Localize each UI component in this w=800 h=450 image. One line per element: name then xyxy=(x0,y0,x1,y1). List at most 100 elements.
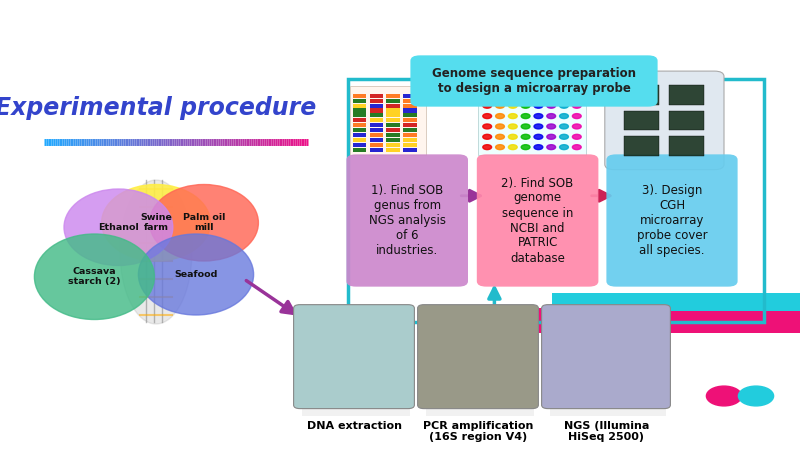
Bar xyxy=(370,143,383,147)
Bar xyxy=(624,85,659,105)
FancyBboxPatch shape xyxy=(346,154,468,287)
Ellipse shape xyxy=(138,234,254,315)
Circle shape xyxy=(573,113,581,119)
Bar xyxy=(403,118,417,122)
Bar xyxy=(370,138,383,142)
Bar xyxy=(370,108,383,112)
Bar xyxy=(386,148,400,152)
Circle shape xyxy=(560,93,568,98)
Bar xyxy=(370,148,383,152)
Circle shape xyxy=(573,124,581,129)
Bar xyxy=(353,138,366,142)
Circle shape xyxy=(534,103,543,108)
Bar xyxy=(403,123,417,127)
Bar xyxy=(353,123,366,127)
Bar xyxy=(370,94,383,98)
Circle shape xyxy=(706,386,742,406)
Circle shape xyxy=(483,144,491,149)
Bar xyxy=(370,104,383,108)
FancyBboxPatch shape xyxy=(410,55,658,107)
Bar xyxy=(353,133,366,137)
Bar xyxy=(386,108,400,112)
Circle shape xyxy=(560,134,568,140)
Text: 2). Find SOB
genome
sequence in
NCBI and
PATRIC
database: 2). Find SOB genome sequence in NCBI and… xyxy=(502,176,574,265)
Text: Genome sequence preparation
to design a microarray probe: Genome sequence preparation to design a … xyxy=(432,67,636,95)
Bar xyxy=(370,113,383,117)
Ellipse shape xyxy=(102,184,210,261)
Bar xyxy=(353,104,366,108)
Bar xyxy=(353,99,366,103)
Bar xyxy=(370,123,383,127)
Bar xyxy=(386,123,400,127)
Circle shape xyxy=(509,134,517,140)
Circle shape xyxy=(509,93,517,98)
Circle shape xyxy=(738,386,774,406)
Text: 3). Design
CGH
microarray
probe cover
all species.: 3). Design CGH microarray probe cover al… xyxy=(637,184,707,257)
Circle shape xyxy=(547,144,555,149)
FancyBboxPatch shape xyxy=(542,305,670,409)
Circle shape xyxy=(509,144,517,149)
Bar xyxy=(669,111,704,130)
Circle shape xyxy=(496,144,504,149)
Bar xyxy=(386,118,400,122)
Circle shape xyxy=(573,93,581,98)
Circle shape xyxy=(547,93,555,98)
Circle shape xyxy=(522,113,530,119)
FancyBboxPatch shape xyxy=(302,407,410,416)
Circle shape xyxy=(496,103,504,108)
Circle shape xyxy=(547,134,555,140)
Circle shape xyxy=(560,124,568,129)
Bar xyxy=(353,94,366,98)
Bar xyxy=(353,113,366,117)
Circle shape xyxy=(496,93,504,98)
Bar xyxy=(403,104,417,108)
Bar xyxy=(552,292,800,310)
Bar xyxy=(669,85,704,105)
Text: Palm oil
mill: Palm oil mill xyxy=(183,213,225,233)
Bar xyxy=(386,94,400,98)
Circle shape xyxy=(560,144,568,149)
Circle shape xyxy=(534,113,543,119)
Text: NGS (Illumina
HiSeq 2500): NGS (Illumina HiSeq 2500) xyxy=(564,421,649,442)
Bar xyxy=(403,94,417,98)
Circle shape xyxy=(534,144,543,149)
Text: DNA extraction: DNA extraction xyxy=(307,421,402,431)
Circle shape xyxy=(534,124,543,129)
Bar xyxy=(403,143,417,147)
Bar xyxy=(403,133,417,137)
Circle shape xyxy=(496,113,504,119)
Bar xyxy=(403,99,417,103)
Bar xyxy=(403,148,417,152)
Bar xyxy=(403,113,417,117)
Bar xyxy=(386,133,400,137)
Circle shape xyxy=(509,124,517,129)
Ellipse shape xyxy=(120,180,192,324)
Text: 1). Find SOB
genus from
NGS analysis
of 6
industries.: 1). Find SOB genus from NGS analysis of … xyxy=(369,184,446,257)
Circle shape xyxy=(496,124,504,129)
FancyBboxPatch shape xyxy=(550,407,666,416)
Circle shape xyxy=(509,113,517,119)
Text: Experimental procedure: Experimental procedure xyxy=(0,96,317,120)
Circle shape xyxy=(560,113,568,119)
Bar xyxy=(403,108,417,112)
Bar xyxy=(403,128,417,132)
FancyBboxPatch shape xyxy=(477,154,598,287)
Circle shape xyxy=(573,144,581,149)
Bar xyxy=(386,143,400,147)
Ellipse shape xyxy=(34,234,154,320)
Bar xyxy=(624,136,659,156)
Bar xyxy=(353,118,366,122)
Circle shape xyxy=(522,124,530,129)
Bar xyxy=(403,138,417,142)
Text: PCR amplification
(16S region V4): PCR amplification (16S region V4) xyxy=(423,421,534,442)
Bar xyxy=(496,308,800,333)
Circle shape xyxy=(534,93,543,98)
Circle shape xyxy=(496,134,504,140)
FancyBboxPatch shape xyxy=(294,305,414,409)
Circle shape xyxy=(547,124,555,129)
Text: Seafood: Seafood xyxy=(174,270,218,279)
Circle shape xyxy=(522,103,530,108)
Circle shape xyxy=(483,113,491,119)
Bar xyxy=(353,108,366,112)
Circle shape xyxy=(522,144,530,149)
